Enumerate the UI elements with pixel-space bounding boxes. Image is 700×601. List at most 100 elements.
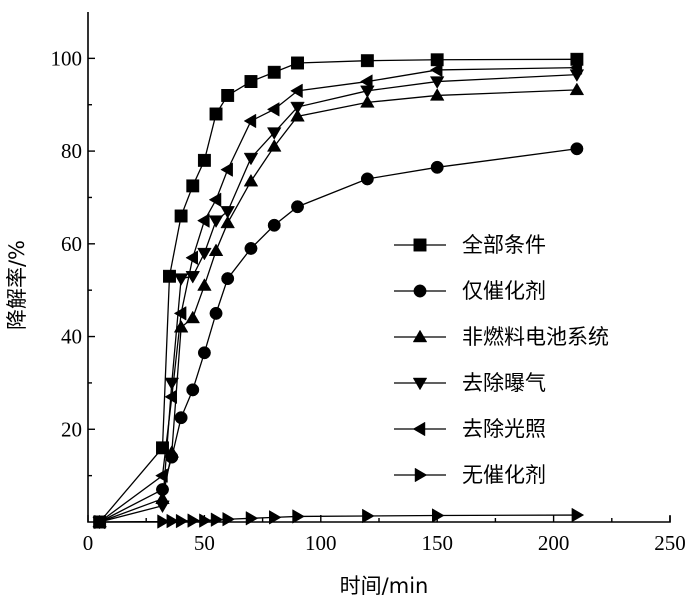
- x-tick-label: 250: [654, 531, 686, 555]
- data-point: [164, 445, 180, 458]
- legend-label: 去除曝气: [462, 371, 546, 395]
- data-point: [221, 272, 235, 286]
- data-point: [197, 213, 210, 228]
- series-6: [94, 507, 585, 530]
- data-point: [164, 377, 180, 391]
- data-point: [431, 508, 445, 523]
- y-tick-label: 60: [61, 232, 82, 256]
- legend-entry: 去除光照: [394, 417, 546, 441]
- series-3: [92, 82, 585, 528]
- data-point: [569, 82, 585, 96]
- data-point: [174, 209, 188, 223]
- data-point: [244, 242, 258, 255]
- series-line: [99, 58, 577, 523]
- y-tick-label: 80: [61, 139, 82, 163]
- legend-entry: 全部条件: [394, 233, 546, 257]
- x-axis-title: 时间/min: [340, 574, 429, 598]
- data-point: [243, 152, 259, 166]
- legend-entry: 无催化剂: [394, 463, 546, 487]
- data-point: [222, 511, 235, 527]
- data-point: [220, 215, 235, 229]
- legend-label: 仅催化剂: [462, 279, 546, 303]
- legend-label: 非燃料电池系统: [462, 325, 609, 349]
- data-point: [209, 107, 223, 121]
- series-line: [99, 66, 577, 523]
- legend-label: 全部条件: [462, 233, 546, 257]
- data-point: [197, 278, 212, 291]
- data-point: [187, 513, 201, 528]
- data-point: [174, 411, 188, 425]
- data-point: [164, 389, 178, 405]
- legend-marker: [412, 421, 426, 437]
- data-point: [266, 102, 280, 117]
- data-point: [290, 108, 305, 122]
- data-point: [269, 510, 282, 525]
- data-point: [360, 172, 374, 186]
- x-tick-label: 100: [305, 531, 337, 555]
- data-point: [267, 65, 281, 79]
- legend-entry: 去除曝气: [394, 371, 546, 395]
- y-tick-label: 40: [61, 325, 82, 349]
- axis-frame: [87, 12, 671, 523]
- series-5: [92, 60, 583, 530]
- data-point: [173, 319, 189, 333]
- legend-label: 无催化剂: [462, 463, 546, 487]
- data-point: [173, 306, 187, 321]
- y-tick-label: 20: [61, 417, 82, 441]
- data-point: [155, 468, 168, 483]
- data-point: [186, 179, 200, 193]
- legend-label: 去除光照: [462, 417, 546, 441]
- data-point: [197, 247, 212, 261]
- series-group: [92, 52, 585, 530]
- data-point: [155, 500, 170, 514]
- y-axis-title: 降解率/%: [5, 240, 29, 330]
- legend-marker: [414, 467, 428, 483]
- data-point: [292, 509, 305, 524]
- data-point: [220, 206, 235, 219]
- data-point: [360, 74, 373, 89]
- data-point: [430, 160, 444, 174]
- data-point: [166, 513, 180, 529]
- data-point: [197, 153, 211, 167]
- data-point: [244, 75, 258, 88]
- series-line: [99, 89, 577, 523]
- series-4: [92, 69, 585, 530]
- data-point: [185, 310, 201, 324]
- data-point: [209, 306, 223, 320]
- legend-marker: [412, 329, 428, 343]
- legend-marker: [412, 377, 428, 391]
- data-point: [208, 192, 222, 208]
- data-point: [175, 513, 189, 529]
- data-point: [267, 218, 281, 232]
- axes: 0 50 100 150 200 250 20 40 60 80 100: [51, 12, 686, 555]
- data-point: [243, 173, 259, 187]
- data-point: [185, 250, 198, 265]
- data-point: [243, 113, 257, 129]
- data-point: [186, 383, 200, 397]
- data-point: [163, 269, 176, 283]
- data-point: [208, 215, 224, 228]
- y-tick-label: 100: [51, 46, 83, 70]
- data-point: [360, 85, 375, 99]
- data-point: [291, 56, 304, 70]
- x-tick-label: 50: [194, 531, 215, 555]
- data-point: [290, 101, 305, 115]
- x-tick-label: 150: [421, 531, 453, 555]
- legend-entry: 非燃料电池系统: [394, 325, 609, 349]
- data-point: [429, 62, 443, 78]
- data-point: [197, 346, 211, 360]
- data-point: [94, 514, 107, 530]
- data-point: [291, 200, 304, 214]
- data-point: [199, 513, 212, 528]
- data-point: [570, 142, 584, 156]
- data-point: [266, 127, 282, 140]
- data-point: [571, 507, 585, 523]
- data-point: [569, 60, 583, 75]
- data-point: [266, 139, 282, 152]
- data-point: [208, 243, 224, 256]
- data-point: [221, 89, 235, 102]
- data-point: [429, 76, 445, 89]
- x-tick-label: 0: [83, 531, 94, 555]
